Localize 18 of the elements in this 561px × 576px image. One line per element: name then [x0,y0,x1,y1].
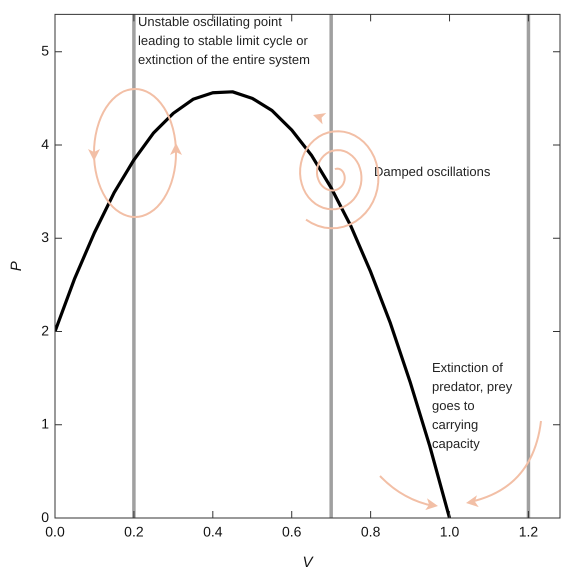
x-tick-label: 1.0 [440,523,460,540]
annotation: Damped oscillations [374,164,491,180]
y-tick-label: 3 [41,229,50,246]
annotation: Extinction of predator, prey goes to carrying capacity [432,360,513,452]
x-tick-label: 0.6 [282,523,302,540]
y-tick-label: 5 [41,42,50,59]
x-tick-label: 0.8 [360,523,381,540]
x-tick-label: 1.2 [518,523,538,540]
x-tick-label: 0.0 [45,523,65,540]
annotation: Unstable oscillating point leading to stable limit cycle or extinction of the entire system [138,14,310,68]
y-tick-label: 1 [41,416,50,432]
x-tick-label: 0.2 [124,523,144,540]
y-tick-label: 0 [41,508,50,525]
x-axis-title: V [302,554,314,572]
x-tick-label: 0.4 [203,523,223,540]
y-tick-label: 2 [41,322,50,338]
y-axis-title: P [8,261,26,272]
y-tick-label: 4 [41,136,50,152]
